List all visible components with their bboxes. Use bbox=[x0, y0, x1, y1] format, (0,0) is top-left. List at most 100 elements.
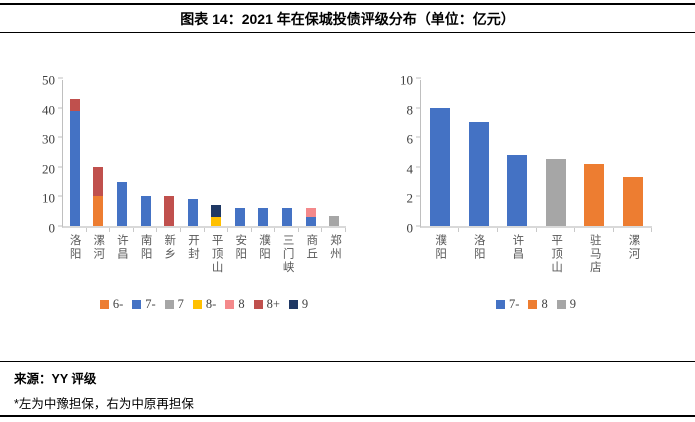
bar-slot bbox=[322, 80, 346, 226]
x-tick-mark bbox=[274, 228, 276, 232]
legend-swatch-rating-8- bbox=[192, 299, 202, 309]
x-category-label-text: 开封 bbox=[186, 234, 199, 261]
bar-segment-rating-7- bbox=[116, 181, 127, 226]
x-category-label: 南阳 bbox=[133, 234, 157, 292]
bar-漯河 bbox=[622, 177, 643, 226]
y-tick-label: 30 bbox=[42, 131, 55, 147]
bar-商丘 bbox=[305, 208, 316, 226]
legend-swatch-rating-9 bbox=[556, 299, 566, 309]
legend-item: 7- bbox=[132, 297, 156, 311]
bar-segment-rating-8- bbox=[211, 217, 222, 226]
bar-segment-rating-7- bbox=[507, 154, 528, 226]
legend-label: 9 bbox=[301, 297, 309, 311]
legend-label: 7- bbox=[145, 297, 156, 311]
bar-洛阳 bbox=[69, 98, 80, 226]
x-tick-mark bbox=[179, 228, 181, 232]
x-category-label-text: 安阳 bbox=[234, 234, 247, 261]
y-tick-mark bbox=[58, 166, 63, 168]
x-tick-mark bbox=[573, 228, 575, 232]
bar-segment-rating-7- bbox=[430, 107, 451, 226]
legend-swatch-rating-8+ bbox=[253, 299, 263, 309]
bar-segment-rating-9 bbox=[211, 205, 222, 218]
x-category-label-text: 三门峡 bbox=[281, 234, 294, 275]
x-category-label-text: 濮阳 bbox=[434, 234, 447, 261]
y-tick-mark bbox=[58, 136, 63, 138]
source-text: 来源：YY 评级 bbox=[14, 372, 97, 386]
bar-segment-rating-7- bbox=[468, 122, 489, 226]
right-chart-body: 0 2 4 6 8 10 濮阳 洛阳 许昌 平顶山 驻马店 漯河 7- 8 9 bbox=[386, 74, 652, 311]
x-tick-mark bbox=[345, 228, 346, 232]
x-category-label: 许昌 bbox=[109, 234, 133, 292]
bottom-border-rule bbox=[0, 415, 695, 417]
plot-area bbox=[58, 77, 346, 232]
legend-label: 7- bbox=[509, 297, 520, 311]
bars bbox=[421, 80, 652, 226]
x-category-label-text: 许昌 bbox=[115, 234, 128, 261]
bar-郑州 bbox=[329, 215, 340, 226]
bar-slot bbox=[157, 80, 181, 226]
footer-divider-rule bbox=[0, 361, 695, 362]
y-tick-mark bbox=[416, 166, 421, 168]
legend: 6- 7- 7 8- 8 8+ 9 bbox=[62, 298, 346, 311]
y-tick-mark bbox=[416, 107, 421, 109]
x-tick-mark bbox=[132, 228, 134, 232]
x-category-label-text: 漯河 bbox=[92, 234, 105, 261]
bar-安阳 bbox=[234, 208, 245, 226]
x-category-label-text: 郑州 bbox=[328, 234, 341, 261]
x-tick-mark bbox=[496, 228, 498, 232]
bar-驻马店 bbox=[584, 163, 605, 226]
legend-label: 8 bbox=[238, 297, 245, 311]
y-tick-mark bbox=[416, 77, 421, 79]
bar-segment-rating-7 bbox=[329, 215, 340, 226]
legend-swatch-rating-9 bbox=[288, 299, 298, 309]
bar-slot bbox=[537, 80, 576, 226]
x-category-label-text: 商丘 bbox=[305, 234, 318, 261]
x-tick-mark bbox=[227, 228, 229, 232]
legend-item: 9 bbox=[556, 298, 576, 311]
bar-slot bbox=[299, 80, 323, 226]
bar-segment-rating-8 bbox=[622, 177, 643, 226]
bar-segment-rating-7- bbox=[281, 208, 292, 226]
bars bbox=[63, 80, 346, 226]
legend-item: 8- bbox=[192, 297, 217, 311]
y-tick-mark bbox=[416, 225, 421, 227]
x-category-label: 濮阳 bbox=[420, 234, 459, 292]
x-tick-mark bbox=[85, 228, 87, 232]
y-tick-label: 50 bbox=[42, 72, 55, 88]
x-category-label-text: 濮阳 bbox=[257, 234, 270, 261]
y-tick-label: 10 bbox=[400, 72, 413, 88]
x-category-label: 新乡 bbox=[157, 234, 181, 292]
legend-label: 8+ bbox=[266, 297, 280, 311]
bar-segment-rating-8+ bbox=[164, 196, 175, 226]
x-tick-mark bbox=[203, 228, 205, 232]
bar-濮阳 bbox=[258, 208, 269, 226]
bar-许昌 bbox=[507, 154, 528, 226]
x-category-label: 洛阳 bbox=[459, 234, 498, 292]
legend-label: 8- bbox=[205, 297, 217, 311]
x-category-label: 平顶山 bbox=[204, 234, 228, 292]
legend-swatch-rating-8 bbox=[225, 299, 235, 309]
bar-slot bbox=[498, 80, 537, 226]
legend-item: 8+ bbox=[253, 297, 280, 311]
x-category-label-text: 新乡 bbox=[163, 234, 176, 261]
y-tick-label: 8 bbox=[406, 102, 414, 118]
legend-swatch-rating-8 bbox=[528, 299, 538, 309]
y-tick-mark bbox=[416, 136, 421, 138]
bar-slot bbox=[460, 80, 499, 226]
legend-item: 9 bbox=[288, 297, 309, 311]
x-category-label: 三门峡 bbox=[275, 234, 299, 292]
bar-segment-rating-7- bbox=[258, 208, 269, 226]
bar-slot bbox=[575, 80, 614, 226]
bar-slot bbox=[110, 80, 134, 226]
x-category-label: 安阳 bbox=[228, 234, 252, 292]
y-tick-label: 20 bbox=[42, 161, 55, 177]
bar-平顶山 bbox=[545, 159, 566, 226]
bar-slot bbox=[87, 80, 111, 226]
x-category-label-text: 许昌 bbox=[511, 234, 524, 261]
x-category-label-text: 漯河 bbox=[627, 234, 640, 261]
bar-segment-rating-9 bbox=[545, 159, 566, 226]
x-category-label-text: 南阳 bbox=[139, 234, 152, 261]
bar-slot bbox=[63, 80, 87, 226]
y-axis-labels: 0 10 20 30 40 50 bbox=[28, 74, 62, 235]
right-chart: 0 2 4 6 8 10 濮阳 洛阳 许昌 平顶山 驻马店 漯河 7- 8 9 bbox=[386, 74, 652, 311]
